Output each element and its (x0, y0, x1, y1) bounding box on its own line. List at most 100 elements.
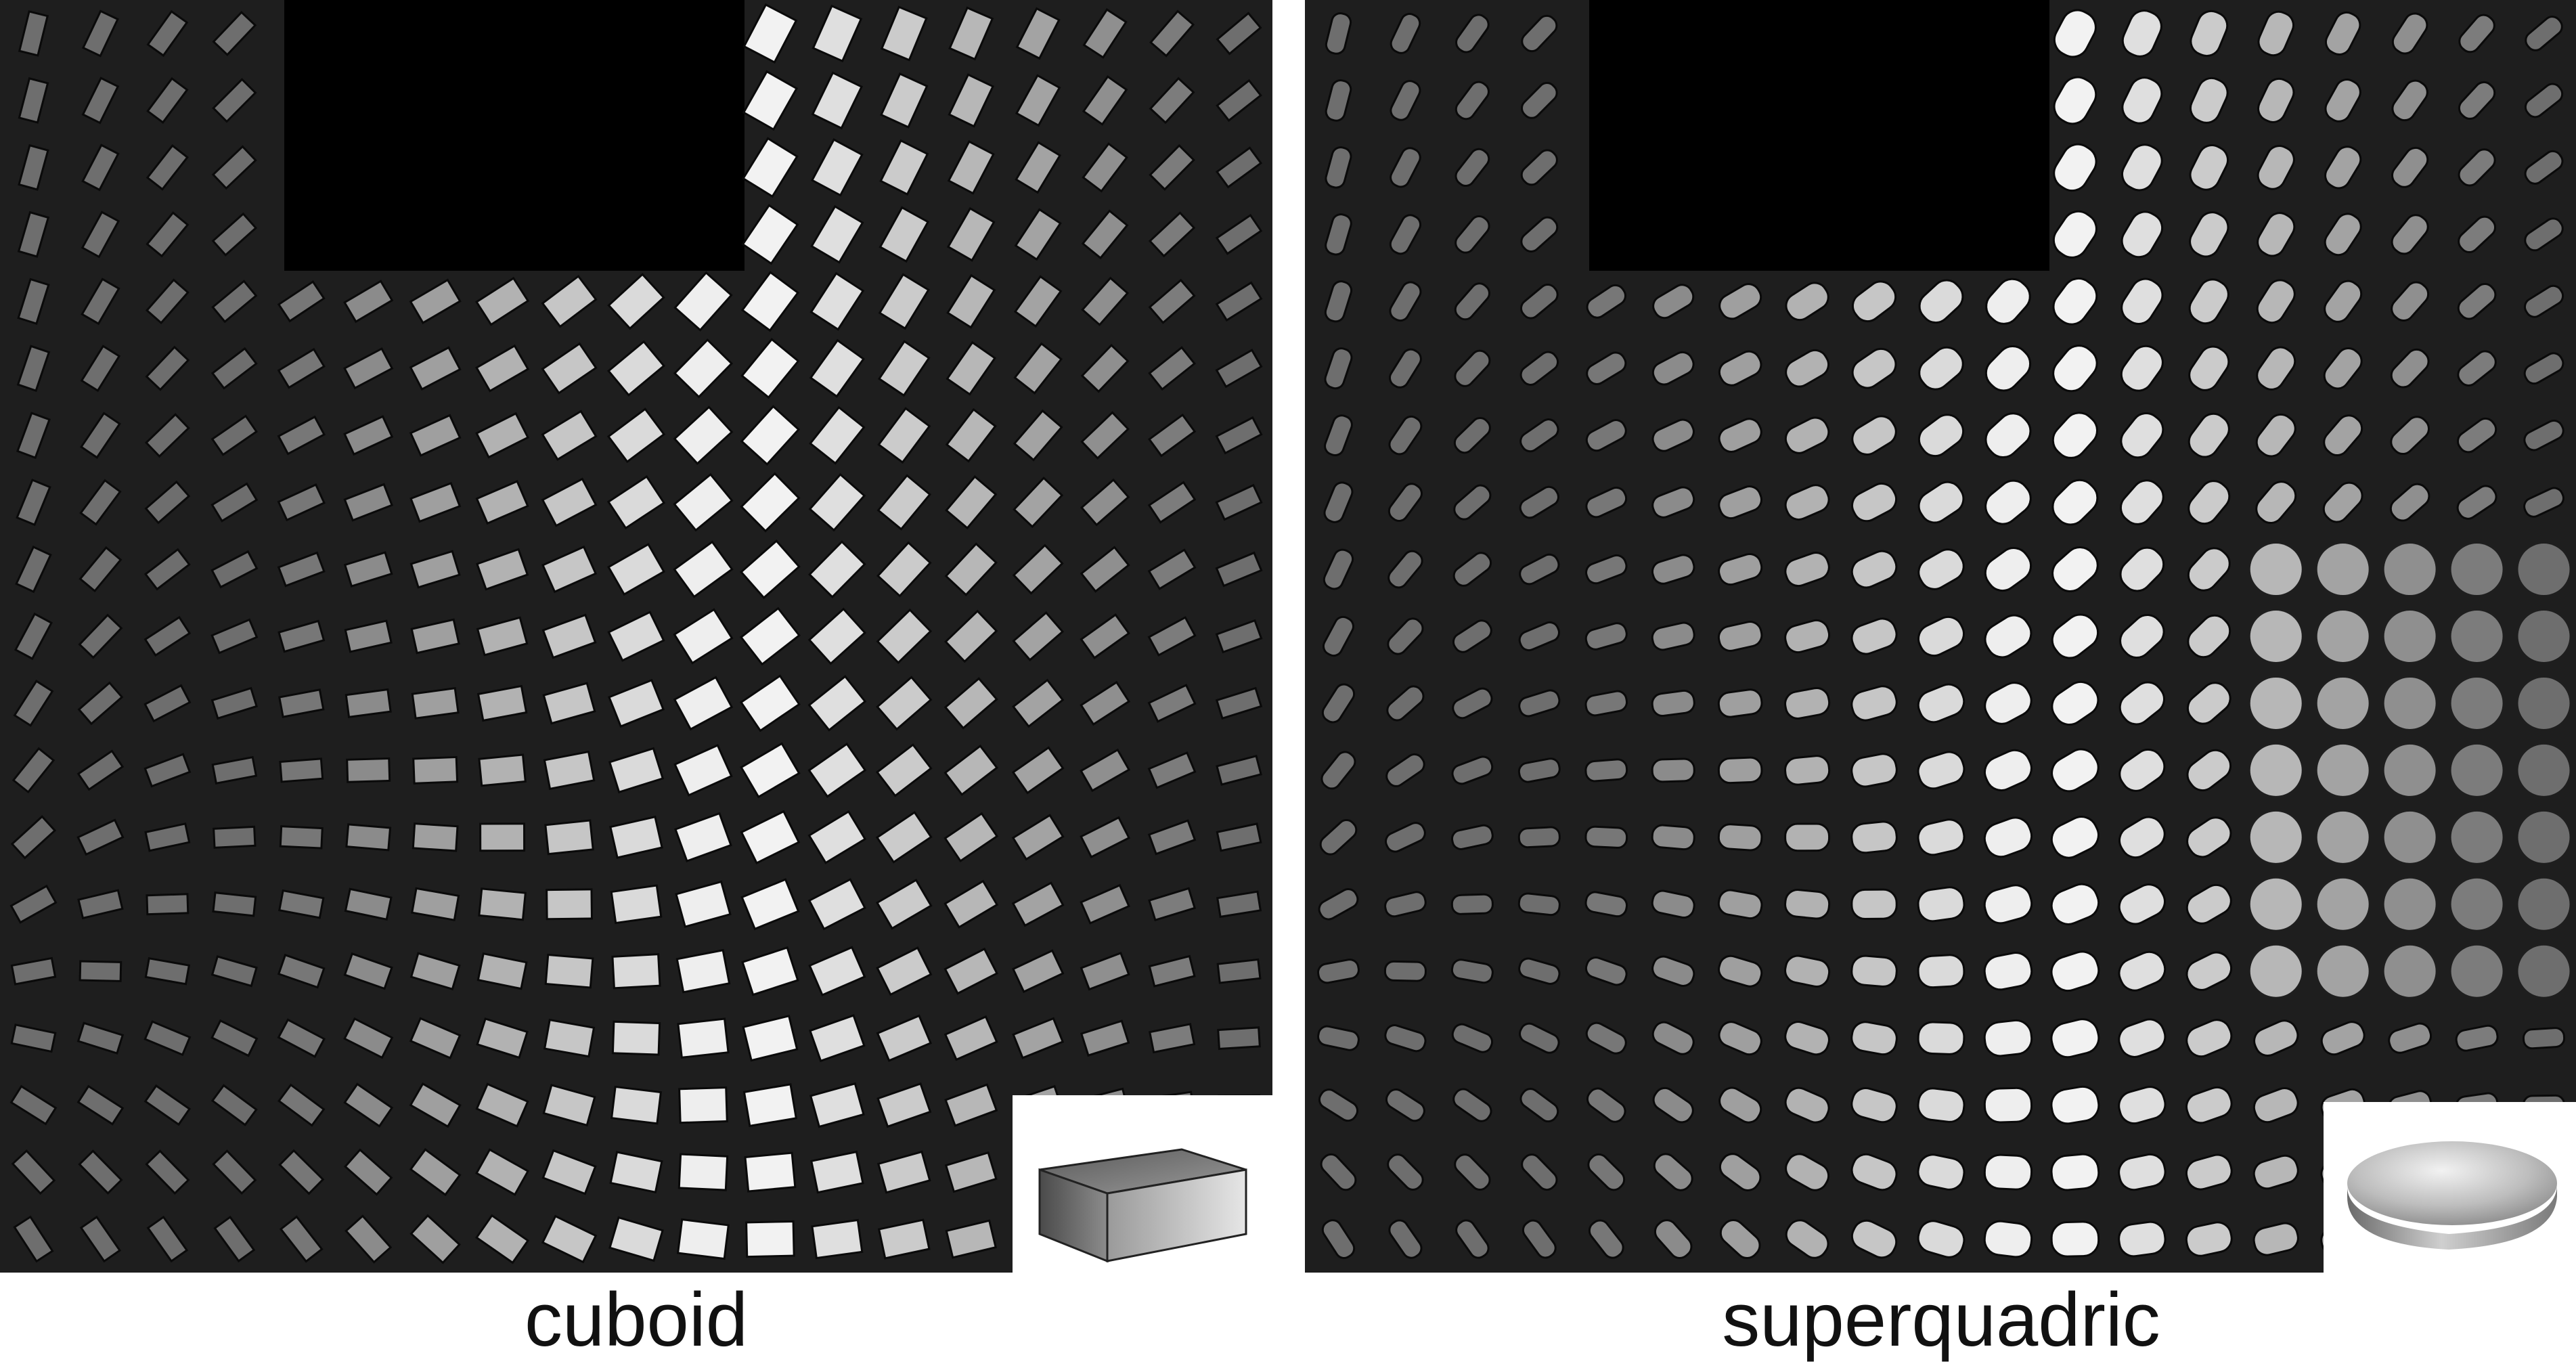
superquadric-glyph (2524, 150, 2564, 185)
superquadric-glyph (2317, 945, 2369, 997)
superquadric-glyph (1785, 349, 1830, 388)
superquadric-glyph (1718, 350, 1762, 387)
superquadric-glyph (1454, 81, 1490, 120)
cuboid-glyph (1148, 278, 1196, 324)
superquadric-glyph (1587, 1153, 1626, 1191)
superquadric-glyph (1718, 1021, 1762, 1056)
cuboid-glyph (9, 884, 58, 924)
cuboid-glyph (807, 878, 866, 931)
superquadric-glyph (1518, 957, 1561, 985)
superquadric-glyph (2189, 76, 2229, 124)
cuboid-glyph (947, 140, 995, 195)
superquadric-glyph (2050, 1153, 2100, 1191)
superquadric-glyph (1651, 824, 1695, 851)
cuboid-legend-icon (1038, 1148, 1247, 1263)
superquadric-glyph (1320, 751, 1356, 790)
cuboid-glyph (542, 1084, 596, 1127)
superquadric-glyph (2051, 479, 2099, 526)
superquadric-glyph (1390, 13, 1421, 54)
cuboid-glyph (1080, 1019, 1130, 1057)
superquadric-glyph (1917, 818, 1966, 856)
superquadric-glyph (1586, 1087, 1626, 1123)
cuboid-glyph (1216, 12, 1262, 56)
cuboid-glyph (742, 70, 799, 131)
superquadric-glyph (2253, 1019, 2299, 1057)
superquadric-glyph (2523, 352, 2564, 385)
superquadric-glyph (1518, 621, 1560, 652)
superquadric-glyph (1984, 345, 2032, 392)
cuboid-glyph (944, 609, 998, 663)
cuboid-glyph (343, 1082, 394, 1128)
superquadric-glyph (1519, 1088, 1559, 1123)
cuboid-glyph (145, 1149, 190, 1195)
cuboid-glyph (80, 345, 121, 393)
superquadric-glyph (1585, 554, 1628, 585)
superquadric-glyph (2121, 144, 2163, 192)
cuboid-glyph (739, 607, 801, 666)
cuboid-glyph (212, 78, 257, 123)
superquadric-glyph (1851, 347, 1897, 389)
superquadric-glyph (2187, 547, 2231, 592)
cuboid-glyph (76, 818, 125, 856)
cuboid-glyph (675, 880, 732, 928)
cuboid-glyph (146, 211, 190, 258)
superquadric-glyph (1917, 615, 1966, 657)
superquadric-glyph (1653, 1153, 1693, 1191)
cuboid-glyph (943, 879, 999, 929)
superquadric-glyph (1450, 824, 1494, 850)
superquadric-glyph (1917, 751, 1966, 790)
cuboid-glyph (608, 1216, 664, 1262)
cuboid-glyph (673, 676, 734, 731)
cuboid-glyph (343, 1148, 393, 1196)
superquadric-glyph (2120, 412, 2164, 459)
superquadric-glyph (2186, 816, 2232, 858)
superquadric-glyph (1517, 826, 1561, 849)
cuboid-glyph (876, 608, 933, 665)
cuboid-glyph (343, 415, 394, 456)
cuboid-glyph (475, 412, 530, 459)
superquadric-glyph (2257, 145, 2295, 190)
superquadric-glyph (2523, 419, 2564, 451)
cuboid-glyph (673, 608, 734, 665)
cuboid-glyph (543, 1018, 596, 1058)
cuboid-glyph (808, 472, 866, 532)
superquadric-glyph (1651, 1021, 1695, 1055)
superquadric-glyph (1320, 1153, 1357, 1191)
cuboid-glyph (876, 1150, 931, 1194)
superquadric-glyph (1717, 889, 1763, 920)
superquadric-glyph (1784, 822, 1831, 852)
cuboid-glyph (673, 472, 734, 532)
cuboid-glyph (673, 405, 734, 466)
cuboid-glyph (1015, 74, 1061, 127)
superquadric-glyph (1983, 1153, 2033, 1191)
cuboid-glyph (880, 72, 929, 129)
superquadric-glyph (2391, 214, 2429, 255)
cuboid-glyph (807, 742, 867, 798)
cuboid-glyph (474, 276, 530, 326)
cuboid-glyph (143, 1020, 192, 1057)
superquadric-glyph (1325, 213, 1352, 256)
superquadric-glyph-render (1317, 0, 2570, 1260)
cuboid-glyph (15, 545, 52, 594)
superquadric-glyph (1586, 284, 1627, 319)
cuboid-glyph (1148, 211, 1196, 258)
caption-cuboid: cuboid (524, 1277, 749, 1362)
superquadric-glyph (1388, 1219, 1423, 1259)
cuboid-glyph (343, 280, 394, 324)
cuboid-glyph (212, 891, 257, 917)
cuboid-glyph (740, 472, 801, 533)
cuboid-glyph (277, 688, 325, 718)
superquadric-glyph (1784, 686, 1831, 720)
superquadric-glyph (1785, 282, 1829, 322)
cuboid-glyph (1147, 481, 1197, 524)
cuboid-glyph (543, 750, 596, 791)
superquadric-glyph (1324, 414, 1353, 457)
superquadric-glyph (2050, 1220, 2100, 1258)
cuboid-glyph-field (0, 0, 1272, 1273)
cuboid-glyph (343, 952, 393, 990)
cuboid-glyph (79, 1215, 122, 1263)
superquadric-glyph (2053, 9, 2097, 58)
superquadric-glyph (2250, 677, 2302, 729)
cuboid-glyph (607, 542, 665, 596)
superquadric-glyph (1455, 14, 1490, 53)
